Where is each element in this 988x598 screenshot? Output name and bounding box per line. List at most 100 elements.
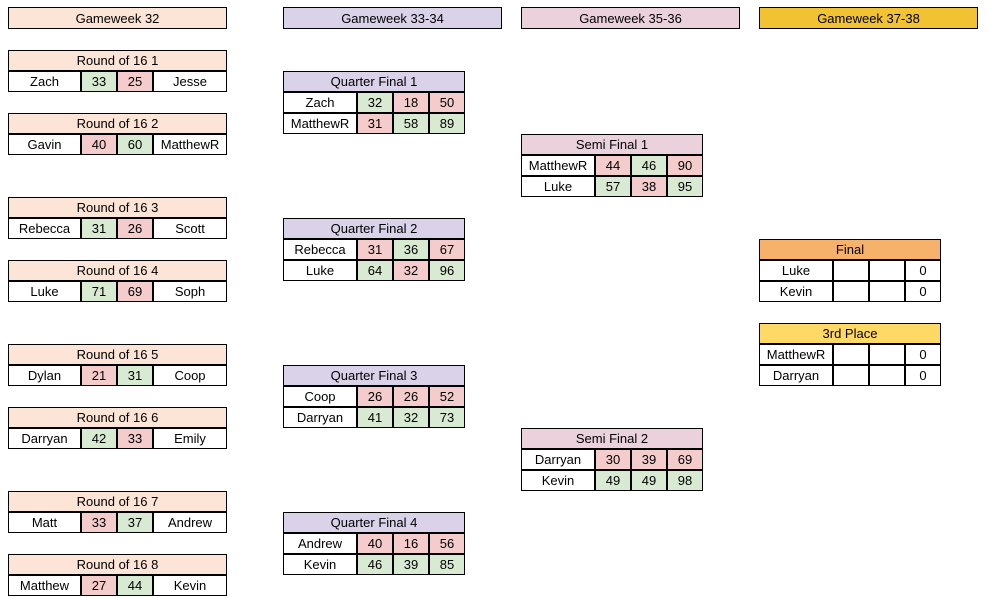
quarter-final-2-player1-gw2-score: 36 [393, 239, 429, 260]
third-place-player2-gw2-score [869, 365, 905, 386]
quarter-final-3-player2-gw1-score: 41 [357, 407, 393, 428]
round16-5-score1: 21 [81, 365, 117, 386]
semi-final-2-title: Semi Final 2 [521, 428, 703, 449]
round16-5-title: Round of 16 5 [8, 344, 227, 365]
third-place-player1-total: 0 [905, 344, 941, 365]
round16-1-score1: 33 [81, 71, 117, 92]
quarter-final-2-player2-gw2-score: 32 [393, 260, 429, 281]
quarter-final-1-player1: Zach [283, 92, 357, 113]
round16-6-score1: 42 [81, 428, 117, 449]
semi-final-1-player2-gw1-score: 57 [595, 176, 631, 197]
round16-5-player1: Dylan [8, 365, 81, 386]
gameweek-header-1: Gameweek 32 [8, 7, 227, 29]
quarter-final-2-player1-total: 67 [429, 239, 465, 260]
semi-final-2-player1-gw1-score: 30 [595, 449, 631, 470]
final-player2-total: 0 [905, 281, 941, 302]
gameweek-header-3: Gameweek 35-36 [521, 7, 740, 29]
quarter-final-4-player1: Andrew [283, 533, 357, 554]
third-place-player1: MatthewR [759, 344, 833, 365]
quarter-final-1-player1-gw1-score: 32 [357, 92, 393, 113]
round16-8-player1: Matthew [8, 575, 81, 596]
round16-7-title: Round of 16 7 [8, 491, 227, 512]
semi-final-2-player2: Kevin [521, 470, 595, 491]
quarter-final-4-player2-gw1-score: 46 [357, 554, 393, 575]
semi-final-1-player2-gw2-score: 38 [631, 176, 667, 197]
round16-2-player1: Gavin [8, 134, 81, 155]
semi-final-1-player1-total: 90 [667, 155, 703, 176]
round16-8-title: Round of 16 8 [8, 554, 227, 575]
quarter-final-3-title: Quarter Final 3 [283, 365, 465, 386]
quarter-final-3-player1-total: 52 [429, 386, 465, 407]
round16-2-score1: 40 [81, 134, 117, 155]
round16-6-player2: Emily [153, 428, 227, 449]
quarter-final-3-player1: Coop [283, 386, 357, 407]
round16-6-score2: 33 [117, 428, 153, 449]
quarter-final-1-title: Quarter Final 1 [283, 71, 465, 92]
quarter-final-2-player2-gw1-score: 64 [357, 260, 393, 281]
round16-7-player2: Andrew [153, 512, 227, 533]
round16-3-player1: Rebecca [8, 218, 81, 239]
gameweek-header-2: Gameweek 33-34 [283, 7, 502, 29]
quarter-final-2-player1-gw1-score: 31 [357, 239, 393, 260]
quarter-final-4-player2-total: 85 [429, 554, 465, 575]
quarter-final-4-title: Quarter Final 4 [283, 512, 465, 533]
final-title: Final [759, 239, 941, 260]
round16-1-player1: Zach [8, 71, 81, 92]
quarter-final-3-player1-gw2-score: 26 [393, 386, 429, 407]
quarter-final-1-player2-gw1-score: 31 [357, 113, 393, 134]
round16-8-score2: 44 [117, 575, 153, 596]
round16-1-score2: 25 [117, 71, 153, 92]
round16-2-title: Round of 16 2 [8, 113, 227, 134]
final-player1-total: 0 [905, 260, 941, 281]
round16-3-score2: 26 [117, 218, 153, 239]
quarter-final-3-player2-gw2-score: 32 [393, 407, 429, 428]
quarter-final-1-player2: MatthewR [283, 113, 357, 134]
round16-5-score2: 31 [117, 365, 153, 386]
round16-4-score1: 71 [81, 281, 117, 302]
round16-2-player2: MatthewR [153, 134, 227, 155]
semi-final-1-title: Semi Final 1 [521, 134, 703, 155]
final-player2-gw2-score [869, 281, 905, 302]
round16-3-player2: Scott [153, 218, 227, 239]
third-place-player1-gw1-score [833, 344, 869, 365]
quarter-final-1-player1-total: 50 [429, 92, 465, 113]
quarter-final-4-player1-total: 56 [429, 533, 465, 554]
round16-7-player1: Matt [8, 512, 81, 533]
round16-4-title: Round of 16 4 [8, 260, 227, 281]
quarter-final-1-player2-gw2-score: 58 [393, 113, 429, 134]
round16-8-player2: Kevin [153, 575, 227, 596]
gameweek-header-4: Gameweek 37-38 [759, 7, 978, 29]
quarter-final-2-player2: Luke [283, 260, 357, 281]
semi-final-1-player1-gw1-score: 44 [595, 155, 631, 176]
final-player1: Luke [759, 260, 833, 281]
round16-6-player1: Darryan [8, 428, 81, 449]
round16-4-score2: 69 [117, 281, 153, 302]
quarter-final-2-player2-total: 96 [429, 260, 465, 281]
round16-2-score2: 60 [117, 134, 153, 155]
round16-7-score1: 33 [81, 512, 117, 533]
round16-5-player2: Coop [153, 365, 227, 386]
quarter-final-3-player2: Darryan [283, 407, 357, 428]
third-place-player2: Darryan [759, 365, 833, 386]
semi-final-2-player2-gw2-score: 49 [631, 470, 667, 491]
semi-final-1-player1: MatthewR [521, 155, 595, 176]
quarter-final-4-player1-gw1-score: 40 [357, 533, 393, 554]
third-place-title: 3rd Place [759, 323, 941, 344]
quarter-final-2-player1: Rebecca [283, 239, 357, 260]
quarter-final-4-player2-gw2-score: 39 [393, 554, 429, 575]
semi-final-1-player1-gw2-score: 46 [631, 155, 667, 176]
quarter-final-1-player1-gw2-score: 18 [393, 92, 429, 113]
semi-final-2-player1: Darryan [521, 449, 595, 470]
semi-final-2-player2-gw1-score: 49 [595, 470, 631, 491]
third-place-player2-gw1-score [833, 365, 869, 386]
final-player1-gw1-score [833, 260, 869, 281]
quarter-final-3-player1-gw1-score: 26 [357, 386, 393, 407]
round16-7-score2: 37 [117, 512, 153, 533]
round16-3-score1: 31 [81, 218, 117, 239]
round16-6-title: Round of 16 6 [8, 407, 227, 428]
quarter-final-4-player1-gw2-score: 16 [393, 533, 429, 554]
semi-final-2-player1-gw2-score: 39 [631, 449, 667, 470]
third-place-player2-total: 0 [905, 365, 941, 386]
round16-1-player2: Jesse [153, 71, 227, 92]
round16-3-title: Round of 16 3 [8, 197, 227, 218]
